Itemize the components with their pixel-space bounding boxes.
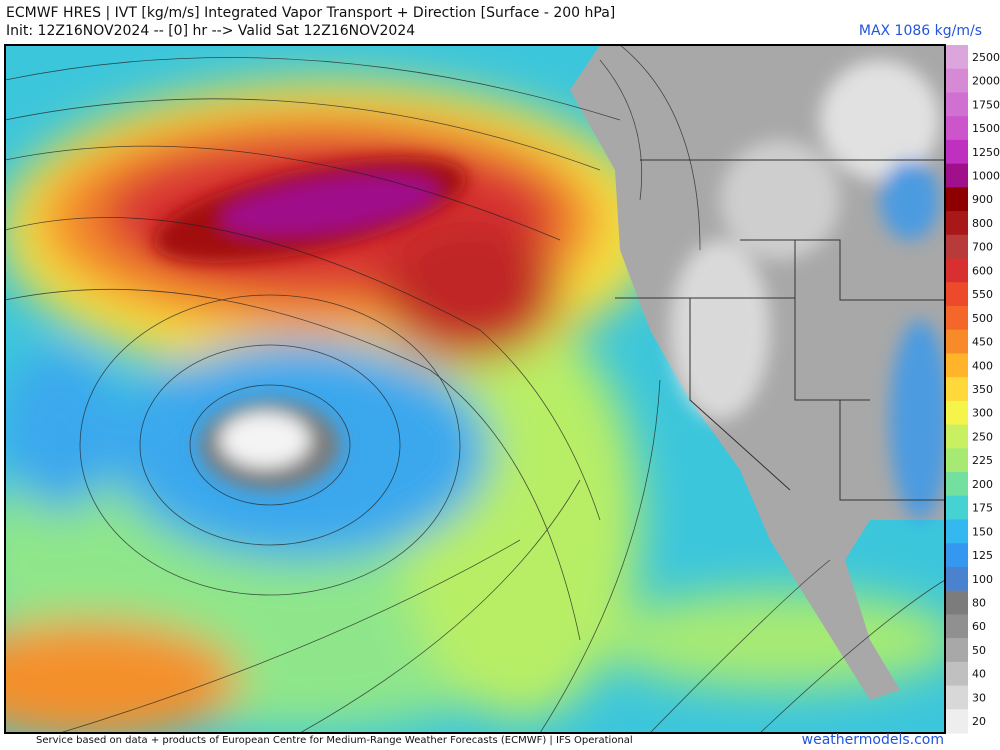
colorbar-label: 20 <box>972 715 986 728</box>
colorbar-swatch <box>946 234 968 260</box>
colorbar-label: 450 <box>972 336 993 349</box>
colorbar-swatch <box>946 448 968 473</box>
colorbar-label: 800 <box>972 217 993 230</box>
colorbar-swatch <box>946 566 968 592</box>
colorbar-swatch <box>946 68 968 93</box>
colorbar-label: 1000 <box>972 169 1000 182</box>
colorbar-swatch <box>946 709 968 734</box>
credit: Service based on data + products of Euro… <box>36 735 633 746</box>
colorbar-label: 2500 <box>972 51 1000 64</box>
colorbar-label: 900 <box>972 193 993 206</box>
colorbar-label: 150 <box>972 525 993 538</box>
colorbar-label: 300 <box>972 407 993 420</box>
colorbar-label: 175 <box>972 502 993 515</box>
ivt-field <box>5 45 945 733</box>
max-label: MAX 1086 kg/m/s <box>858 23 982 39</box>
colorbar-swatch <box>946 116 968 141</box>
colorbar-label: 400 <box>972 359 993 372</box>
colorbar-swatch <box>946 472 968 497</box>
map-frame <box>4 44 946 734</box>
colorbar-label: 60 <box>972 620 986 633</box>
colorbar-label: 100 <box>972 573 993 586</box>
colorbar-label: 600 <box>972 264 993 277</box>
colorbar-label: 700 <box>972 241 993 254</box>
colorbar-swatch <box>946 329 968 354</box>
colorbar-label: 40 <box>972 668 986 681</box>
colorbar-swatch <box>946 282 968 307</box>
subtitle: Init: 12Z16NOV2024 -- [0] hr --> Valid S… <box>6 23 416 39</box>
colorbar-label: 550 <box>972 288 993 301</box>
colorbar-swatch <box>946 543 968 568</box>
streamlines <box>5 45 945 733</box>
colorbar-swatch <box>946 424 968 449</box>
colorbar-swatch <box>946 92 968 117</box>
colorbar-swatch <box>946 211 968 236</box>
colorbar-swatch <box>946 495 968 520</box>
colorbar-label: 1500 <box>972 122 1000 135</box>
colorbar-swatch <box>946 163 968 188</box>
colorbar-swatch <box>946 377 968 402</box>
colorbar-swatch <box>946 353 968 378</box>
colorbar-label: 250 <box>972 430 993 443</box>
colorbar-swatch <box>946 519 968 544</box>
colorbar-swatch <box>946 685 968 710</box>
colorbar-label: 1250 <box>972 146 1000 159</box>
colorbar-label: 500 <box>972 312 993 325</box>
colorbar-swatch <box>946 661 968 687</box>
colorbar-label: 200 <box>972 478 993 491</box>
colorbar-label: 1750 <box>972 98 1000 111</box>
colorbar-swatch <box>946 258 968 283</box>
colorbar-label: 2000 <box>972 75 1000 88</box>
colorbar-swatch <box>946 638 968 663</box>
colorbar-swatch <box>946 305 968 331</box>
site[interactable]: weathermodels.com <box>801 732 944 748</box>
colorbar-swatch <box>946 139 968 165</box>
colorbar-label: 350 <box>972 383 993 396</box>
colorbar-label: 50 <box>972 644 986 657</box>
colorbar-swatch <box>946 590 968 615</box>
colorbar-swatch <box>946 187 968 212</box>
colorbar-swatch <box>946 400 968 426</box>
colorbar-label: 125 <box>972 549 993 562</box>
title: ECMWF HRES | IVT [kg/m/s] Integrated Vap… <box>6 5 616 21</box>
colorbar-label: 80 <box>972 597 986 610</box>
colorbar: 2500 2000 1750 1500 1250 1000 900 800 700 600 550 5… <box>946 45 1000 734</box>
colorbar-swatch <box>946 614 968 639</box>
colorbar-swatch <box>946 45 968 70</box>
colorbar-label: 30 <box>972 691 986 704</box>
colorbar-label: 225 <box>972 454 993 467</box>
borders <box>615 159 945 501</box>
